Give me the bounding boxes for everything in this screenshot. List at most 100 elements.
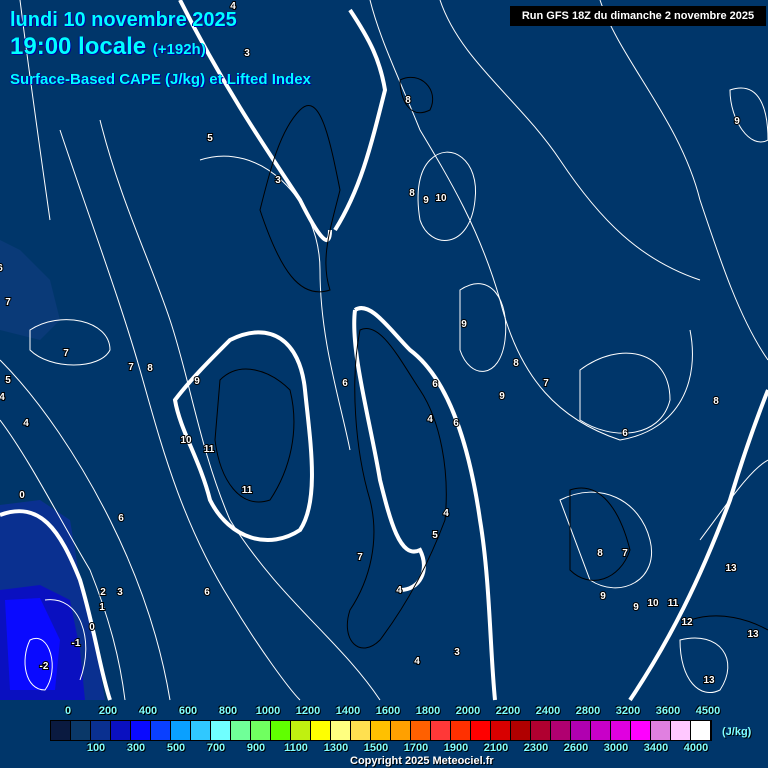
colorbar-label: 600: [178, 705, 198, 717]
colorbar-label: 1700: [403, 742, 429, 754]
li-label: 8: [713, 396, 719, 407]
colorbar-cell: [631, 721, 651, 740]
colorbar-label: 300: [126, 742, 146, 754]
colorbar-cell: [131, 721, 151, 740]
colorbar-label: 400: [138, 705, 158, 717]
colorbar-label: 1100: [284, 742, 308, 754]
colorbar-label: 1000: [255, 705, 281, 717]
colorbar-cell: [331, 721, 351, 740]
li-label: 7: [63, 348, 69, 359]
li-label: 0: [19, 490, 25, 501]
colorbar-cell: [91, 721, 111, 740]
colorbar-cell: [591, 721, 611, 740]
colorbar-cell: [691, 721, 711, 740]
colorbar-cell: [191, 721, 211, 740]
colorbar-cell: [531, 721, 551, 740]
colorbar-label: 0: [64, 705, 72, 717]
li-label: 9: [499, 391, 505, 402]
colorbar-cell: [411, 721, 431, 740]
li-label: 5: [207, 133, 213, 144]
li-label: 11: [204, 444, 215, 455]
colorbar-cell: [651, 721, 671, 740]
li-label: 8: [147, 363, 153, 374]
li-label: 1: [99, 602, 105, 613]
li-label: 11: [668, 598, 679, 609]
colorbar-cell: [671, 721, 691, 740]
colorbar-cell: [371, 721, 391, 740]
li-label: 13: [703, 675, 715, 686]
li-contours: [0, 0, 768, 701]
colorbar-label: 700: [206, 742, 226, 754]
colorbar-cell: [511, 721, 531, 740]
li-label: 9: [194, 376, 200, 387]
li-label: 10: [435, 193, 447, 204]
colorbar-label: 2300: [523, 742, 549, 754]
li-label: 4: [396, 585, 402, 596]
copyright: Copyright 2025 Meteociel.fr: [350, 755, 494, 767]
li-label: 9: [633, 602, 639, 613]
colorbar-label: 200: [98, 705, 118, 717]
li-label: 4: [230, 1, 236, 12]
li-label: 7: [622, 548, 628, 559]
colorbar-label: 1800: [415, 705, 441, 717]
li-label: 4: [414, 656, 420, 667]
li-label: 11: [242, 485, 253, 496]
li-zero-contours: [0, 0, 768, 702]
colorbar-cell: [271, 721, 291, 740]
coastlines: [214, 76, 768, 649]
li-label: 3: [275, 175, 281, 186]
colorbar-cell: [151, 721, 171, 740]
colorbar-label: 4000: [683, 742, 709, 754]
li-label: 4: [427, 414, 433, 425]
li-label: 10: [647, 598, 659, 609]
li-label: 7: [5, 297, 11, 308]
li-label: 6: [204, 587, 210, 598]
local-time: 19:00 locale: [10, 33, 147, 60]
li-label: 8: [405, 95, 411, 106]
li-label: 13: [747, 629, 759, 640]
lead-time: (+192h): [152, 41, 206, 58]
li-label: 9: [734, 116, 740, 127]
colorbar-cell: [471, 721, 491, 740]
li-label: 6: [622, 428, 628, 439]
lifted-index-labels: 4353898910677789985446679846610111106457…: [0, 0, 760, 687]
colorbar-cell: [431, 721, 451, 740]
li-label: 6: [0, 263, 3, 274]
colorbar-cell: [611, 721, 631, 740]
colorbar-cell: [231, 721, 251, 740]
li-label: 5: [432, 530, 438, 541]
colorbar-label: 2000: [455, 705, 481, 717]
colorbar-cell: [51, 721, 71, 740]
colorbar-label: 1900: [443, 742, 469, 754]
colorbar-label: 3400: [643, 742, 669, 754]
colorbar-label: 2400: [535, 705, 561, 717]
li-label: 6: [432, 379, 438, 390]
colorbar-cell: [491, 721, 511, 740]
colorbar-cell: [571, 721, 591, 740]
li-label: 5: [5, 375, 11, 386]
li-label: 9: [423, 195, 429, 206]
colorbar-label: 4500: [695, 705, 721, 717]
colorbar-label: 2100: [483, 742, 509, 754]
colorbar-cell: [171, 721, 191, 740]
colorbar-label: 500: [166, 742, 186, 754]
colorbar-label: 2600: [563, 742, 589, 754]
li-label: 3: [117, 587, 123, 598]
colorbar-cell: [291, 721, 311, 740]
colorbar-label: 2200: [495, 705, 521, 717]
colorbar-cell: [351, 721, 371, 740]
colorbar-label: 3200: [615, 705, 641, 717]
colorbar-cell: [451, 721, 471, 740]
colorbar-label: 3000: [603, 742, 629, 754]
colorbar-cell: [211, 721, 231, 740]
run-info: Run GFS 18Z du dimanche 2 novembre 2025: [510, 6, 766, 26]
forecast-date: lundi 10 novembre 2025: [10, 9, 237, 31]
li-label: 6: [453, 418, 459, 429]
li-label: 9: [600, 591, 606, 602]
li-label: 4: [443, 508, 449, 519]
forecast-time: 19:00 locale (+192h): [10, 33, 206, 64]
colorbar-label: 1200: [295, 705, 321, 717]
li-label: 9: [461, 319, 467, 330]
li-label: 4: [0, 392, 5, 403]
